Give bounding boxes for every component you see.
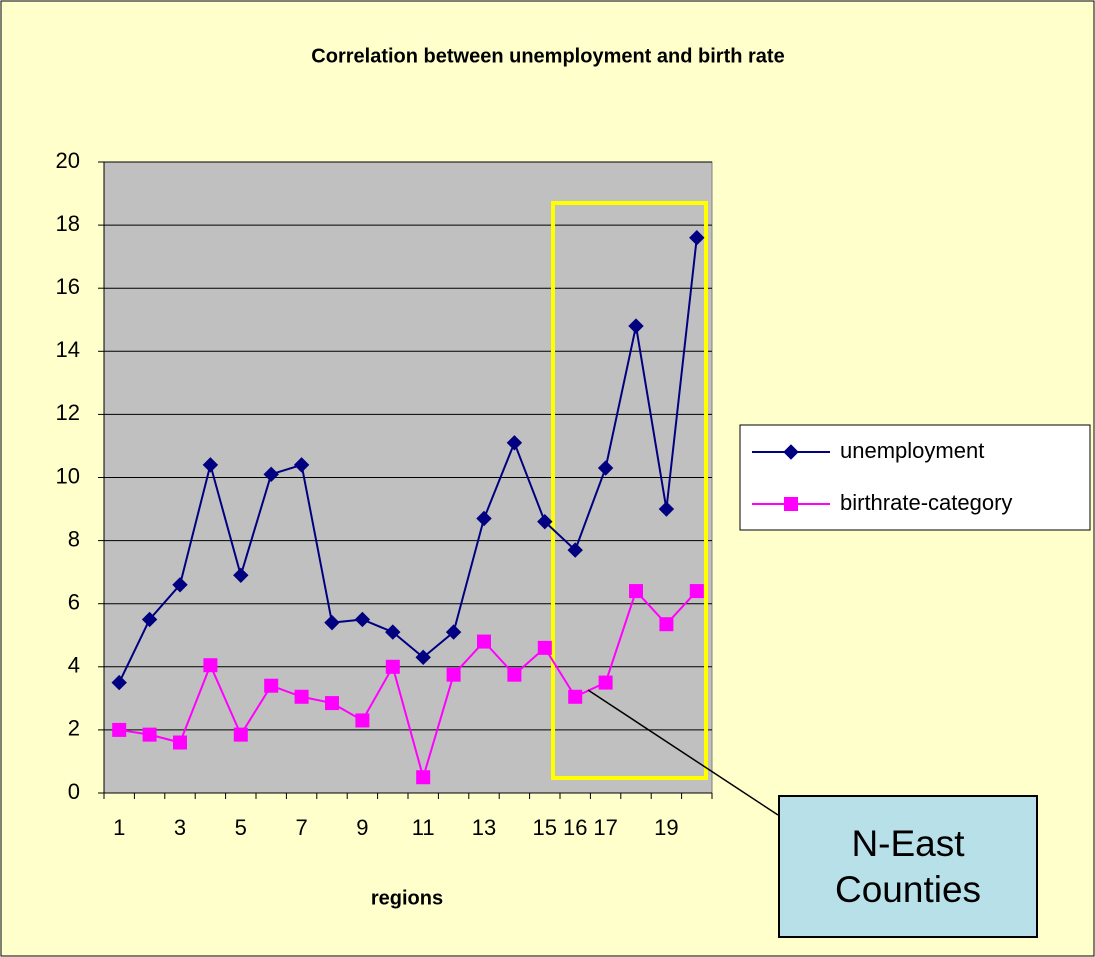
data-point (355, 713, 370, 728)
data-point (203, 658, 218, 673)
data-point (628, 318, 644, 334)
data-point (294, 689, 309, 704)
data-point (202, 457, 219, 473)
data-point (659, 617, 674, 632)
annotation-pointer (587, 689, 779, 816)
data-point (476, 510, 492, 527)
y-tick-label: 20 (56, 148, 80, 173)
data-point (233, 727, 248, 742)
y-tick-label: 10 (56, 463, 80, 488)
data-point (445, 624, 462, 640)
x-tick-label: 9 (356, 815, 368, 840)
data-point (658, 501, 675, 517)
y-tick-label: 12 (56, 400, 80, 425)
data-point (537, 640, 552, 655)
data-point (689, 230, 705, 246)
data-point (173, 735, 187, 750)
annotation: N-East Counties (778, 795, 1038, 938)
x-tick-label: 11 (412, 815, 435, 840)
x-tick-label: 19 (654, 815, 678, 840)
data-point (324, 614, 340, 631)
data-point (263, 466, 279, 483)
data-point (568, 689, 583, 704)
data-point (629, 584, 643, 599)
data-point (264, 678, 279, 693)
data-point (325, 696, 339, 711)
data-point (293, 457, 310, 473)
data-point (385, 624, 401, 640)
data-point (507, 667, 522, 682)
data-point (446, 667, 461, 682)
x-tick-label: 16 (563, 815, 587, 840)
y-tick-label: 6 (68, 590, 80, 615)
x-tick-label: 1 (113, 815, 125, 840)
data-point (385, 659, 400, 674)
legend-marker (783, 444, 799, 460)
x-tick-label: 7 (295, 815, 307, 840)
data-point (689, 584, 704, 599)
data-point (598, 675, 613, 690)
x-tick-label: 13 (472, 815, 496, 840)
chart-title: Correlation between unemployment and bir… (311, 45, 784, 67)
data-point (112, 722, 127, 737)
y-tick-label: 18 (56, 211, 80, 236)
data-point (537, 513, 553, 530)
data-point (172, 577, 188, 593)
data-point (142, 727, 157, 742)
data-point (415, 649, 431, 666)
legend-label: unemployment (840, 438, 984, 463)
data-point (141, 611, 158, 628)
data-point (416, 770, 431, 785)
series-line (118, 237, 698, 684)
x-axis-label: regions (371, 887, 443, 909)
x-tick-label: 15 (533, 815, 557, 840)
legend-marker (784, 497, 798, 511)
y-tick-label: 14 (56, 337, 80, 362)
data-point (111, 674, 127, 691)
data-point (477, 634, 491, 649)
data-point (354, 611, 371, 628)
data-point (567, 542, 583, 558)
highlight-box (551, 201, 708, 780)
y-tick-label: 16 (56, 274, 80, 299)
legend (739, 424, 1091, 531)
legend-label: birthrate-category (840, 490, 1012, 515)
x-tick-label: 5 (235, 815, 247, 840)
x-tick-label: 3 (174, 815, 186, 840)
y-tick-label: 8 (68, 526, 80, 551)
y-tick-label: 2 (68, 716, 80, 741)
y-tick-label: 4 (68, 653, 80, 678)
y-tick-label: 0 (68, 779, 80, 804)
data-point (597, 460, 614, 476)
data-point (506, 435, 523, 451)
x-tick-label: 17 (593, 815, 617, 840)
data-point (233, 567, 249, 584)
